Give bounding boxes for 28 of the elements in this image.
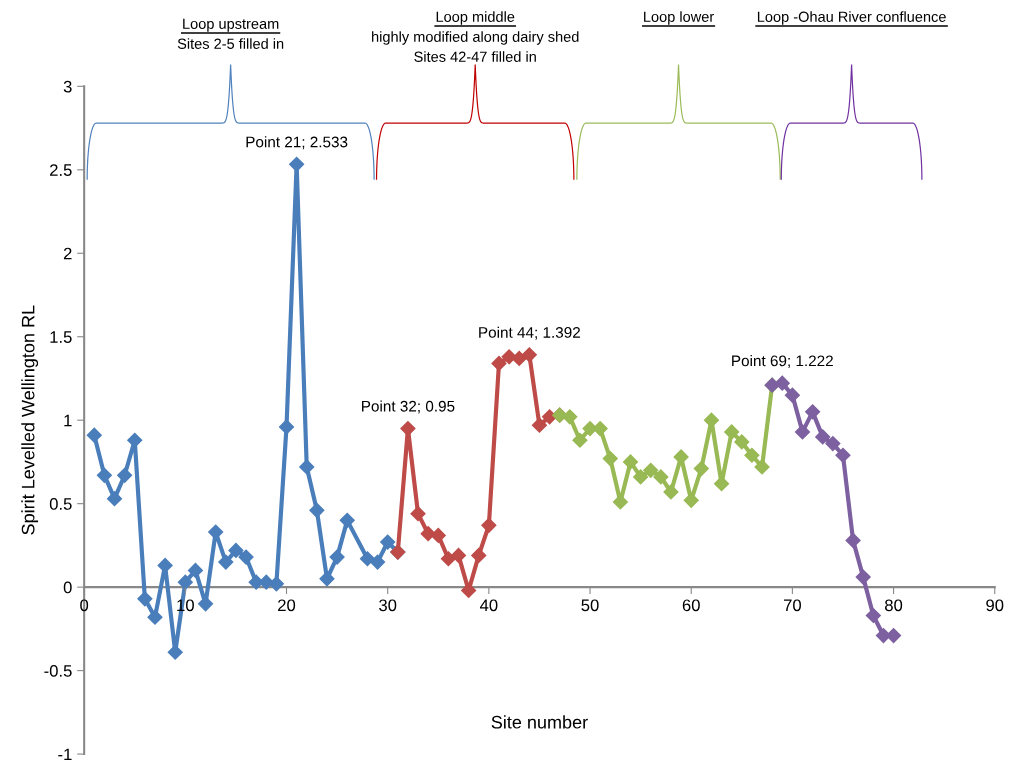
text: Loop lower [644,11,714,25]
y-tick-label: 3 [63,80,72,93]
y-tick-label: 0.5 [49,498,72,510]
text: Loop upstream Sites 2-5 filled in [177,18,284,49]
y-tick-label: -0.5 [44,665,72,677]
x-tick-label: 20 [278,599,296,612]
x-tick-label: 70 [783,599,801,612]
text: Loop middle highly modified along dairy shed Sites 42-47 filled in [372,11,579,62]
y-tick-label: -1 [58,748,72,761]
x-tick-label: 40 [479,599,498,612]
x-tick-label: 0 [80,599,89,612]
y-tick-label: 2.5 [50,164,72,176]
x-tick-label: 30 [379,599,397,612]
x-axis-title: Site number [491,715,588,729]
x-tick-label: 60 [682,599,700,612]
x-tick-label: 80 [885,599,903,612]
annotation: Point 44; 1.392 [479,326,580,340]
y-tick-label: 1 [64,414,72,427]
y-tick-label: 0 [63,581,72,594]
text: Loop -Ohau River confluence [757,11,946,25]
x-tick-label: 50 [581,599,599,612]
annotation: Point 32; 0.95 [362,400,455,414]
annotation: Point 21; 2.533 [246,136,348,150]
x-tick-label: 90 [986,599,1004,612]
y-axis-title: Spirit Levelled Wellington RL [21,305,39,535]
y-tick-label: 1.5 [50,331,72,343]
annotation: Point 69; 1.222 [732,355,833,369]
y-tick-label: 2 [63,247,72,260]
